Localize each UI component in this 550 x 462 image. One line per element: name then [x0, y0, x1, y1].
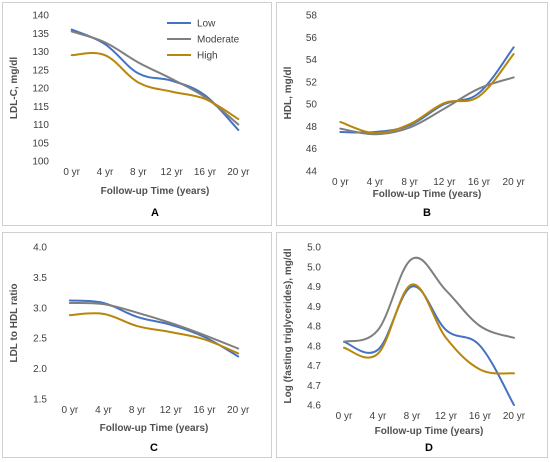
y-axis-title: LDL to HDL ratio [9, 283, 20, 362]
panel-letter: A [151, 207, 159, 219]
y-tick-label: 52 [306, 77, 318, 88]
y-tick-label: 105 [32, 138, 49, 149]
series-line-high [70, 51, 240, 121]
chart-panel-a: 100 105 110 115 120 125 130 135 140 0 yr 4 yr 8 yr 1… [2, 2, 272, 226]
x-tick-label: 20 yr [503, 411, 526, 422]
y-axis-title: Log (fasting triglycerides), mg/dl [283, 248, 294, 403]
x-tick-label: 16 yr [194, 167, 217, 178]
x-tick-label: 4 yr [95, 405, 112, 416]
y-tick-label: 130 [32, 47, 49, 58]
x-tick-label: 20 yr [227, 405, 250, 416]
y-tick-label: 58 [306, 11, 318, 22]
x-tick-label: 20 yr [227, 167, 250, 178]
chart-panel-c: 1.5 2.0 2.5 3.0 3.5 4.0 0 yr 4 yr 8 yr 12 yr 16 yr… [2, 232, 272, 458]
y-tick-label: 54 [306, 55, 318, 66]
y-tick-label: 115 [33, 102, 49, 113]
x-tick-label: 0 yr [332, 177, 349, 188]
chart-d-svg: 4.6 4.7 4.7 4.8 4.8 4.9 4.9 5.0 5.0 0 yr 4 yr 8 yr 1… [283, 243, 526, 455]
chart-a-svg: 100 105 110 115 120 125 130 135 140 0 yr 4 yr 8 yr 1… [9, 11, 250, 220]
x-tick-label: 20 yr [503, 177, 526, 188]
y-tick-label: 44 [306, 167, 318, 178]
y-tick-label: 48 [306, 122, 318, 133]
y-tick-label: 3.0 [33, 303, 47, 314]
y-tick-label: 2.0 [33, 364, 47, 375]
x-tick-label: 4 yr [367, 177, 384, 188]
x-tick-label: 0 yr [61, 405, 78, 416]
y-tick-label: 120 [32, 84, 49, 95]
x-tick-label: 0 yr [336, 411, 353, 422]
chart-panel-d: 4.6 4.7 4.7 4.8 4.8 4.9 4.9 5.0 5.0 0 yr 4 yr 8 yr 1… [276, 232, 548, 458]
chart-b-svg: 44 46 48 50 52 54 56 58 0 yr 4 yr 8 yr 12 yr 16 yr 20… [283, 11, 526, 220]
panel-letter: D [425, 442, 433, 454]
series-line-high [68, 312, 240, 355]
y-axis-title: LDL-C, mg/dl [9, 57, 20, 119]
y-tick-label: 125 [32, 65, 49, 76]
y-tick-label: 135 [32, 29, 49, 40]
x-tick-label: 16 yr [468, 177, 491, 188]
x-tick-label: 12 yr [161, 167, 184, 178]
y-tick-label: 5.0 [307, 262, 321, 273]
y-tick-label: 4.8 [307, 322, 321, 333]
x-tick-label: 8 yr [404, 411, 421, 422]
y-tick-label: 5.0 [307, 243, 321, 254]
series-line-high [343, 283, 515, 375]
y-tick-label: 4.6 [307, 401, 321, 412]
x-tick-label: 12 yr [433, 177, 456, 188]
y-tick-label: 110 [33, 120, 49, 131]
legend-label-moderate: Moderate [197, 35, 240, 46]
y-tick-label: 2.5 [33, 334, 47, 345]
x-tick-label: 4 yr [97, 167, 114, 178]
x-tick-label: 16 yr [469, 411, 492, 422]
x-tick-label: 4 yr [370, 411, 387, 422]
y-tick-label: 56 [306, 33, 318, 44]
y-tick-label: 100 [32, 157, 49, 168]
y-tick-label: 4.7 [307, 361, 321, 372]
series-line-low [68, 299, 240, 358]
chart-panel-b: 44 46 48 50 52 54 56 58 0 yr 4 yr 8 yr 12 yr 16 yr 20… [276, 2, 548, 226]
panel-letter: C [150, 442, 158, 454]
y-tick-label: 4.7 [307, 381, 321, 392]
x-axis-title: Follow-up Time (years) [373, 189, 482, 200]
y-tick-label: 140 [32, 11, 49, 22]
y-tick-label: 4.9 [307, 282, 321, 293]
y-tick-label: 1.5 [33, 395, 47, 406]
y-tick-label: 4.8 [307, 341, 321, 352]
x-tick-label: 0 yr [63, 167, 80, 178]
x-tick-label: 12 yr [160, 405, 183, 416]
panel-letter: B [423, 207, 431, 219]
x-axis-title: Follow-up Time (years) [100, 423, 209, 434]
x-axis-title: Follow-up Time (years) [101, 186, 210, 197]
x-tick-label: 8 yr [401, 177, 418, 188]
series-line-moderate [68, 301, 240, 350]
y-axis-title: HDL, mg/dl [283, 66, 294, 119]
legend-label-high: High [197, 51, 218, 62]
x-tick-label: 8 yr [130, 167, 147, 178]
series-line-moderate [343, 256, 515, 343]
legend-label-low: Low [197, 19, 216, 30]
y-tick-label: 46 [306, 144, 318, 155]
y-tick-label: 3.5 [33, 273, 47, 284]
y-tick-label: 4.0 [33, 243, 47, 254]
x-tick-label: 12 yr [435, 411, 458, 422]
x-axis-title: Follow-up Time (years) [375, 426, 484, 437]
y-tick-label: 50 [306, 100, 318, 111]
series-line-low [70, 28, 240, 131]
x-tick-label: 8 yr [129, 405, 146, 416]
series-line-moderate [339, 76, 515, 136]
y-tick-label: 4.9 [307, 302, 321, 313]
series-line-high [339, 53, 515, 135]
chart-c-svg: 1.5 2.0 2.5 3.0 3.5 4.0 0 yr 4 yr 8 yr 12 yr 16 yr… [9, 243, 250, 455]
x-tick-label: 16 yr [193, 405, 216, 416]
